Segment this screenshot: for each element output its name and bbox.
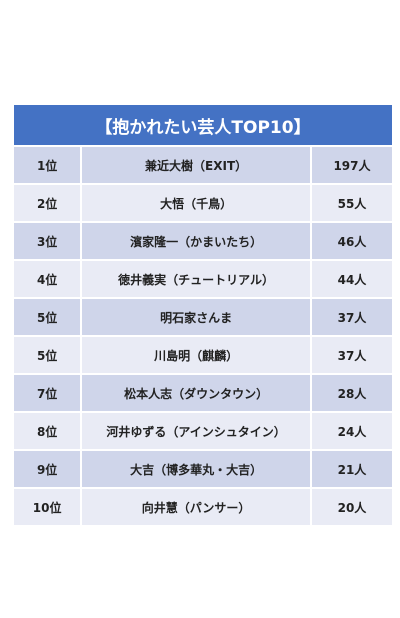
table-row: 5位 明石家さんま 37人	[14, 298, 392, 337]
rank-cell: 4位	[14, 260, 83, 299]
rank-cell: 9位	[14, 450, 83, 489]
rank-cell: 3位	[14, 222, 83, 261]
count-cell: 28人	[310, 374, 392, 413]
count-cell: 21人	[310, 450, 392, 489]
ranking-table: 【抱かれたい芸人TOP10】 1位 兼近大樹（EXIT） 197人 2位 大悟（…	[14, 105, 392, 527]
rank-cell: 7位	[14, 374, 83, 413]
count-cell: 55人	[310, 184, 392, 223]
rank-cell: 5位	[14, 336, 83, 375]
table-row: 7位 松本人志（ダウンタウン） 28人	[14, 374, 392, 413]
name-cell: 向井慧（パンサー）	[81, 488, 312, 527]
rank-cell: 10位	[14, 488, 83, 527]
rank-cell: 2位	[14, 184, 83, 223]
table-row: 9位 大吉（博多華丸・大吉） 21人	[14, 450, 392, 489]
title-row: 【抱かれたい芸人TOP10】	[14, 105, 392, 147]
table-title: 【抱かれたい芸人TOP10】	[14, 105, 392, 147]
table-row: 4位 徳井義実（チュートリアル） 44人	[14, 260, 392, 299]
count-cell: 197人	[310, 146, 392, 185]
name-cell: 大悟（千鳥）	[81, 184, 312, 223]
name-cell: 川島明（麒麟）	[81, 336, 312, 375]
table-row: 3位 濱家隆一（かまいたち） 46人	[14, 222, 392, 261]
name-cell: 河井ゆずる（アインシュタイン）	[81, 412, 312, 451]
table-row: 2位 大悟（千鳥） 55人	[14, 184, 392, 223]
count-cell: 37人	[310, 298, 392, 337]
table-row: 1位 兼近大樹（EXIT） 197人	[14, 146, 392, 185]
rank-cell: 5位	[14, 298, 83, 337]
table-row: 5位 川島明（麒麟） 37人	[14, 336, 392, 375]
table-row: 10位 向井慧（パンサー） 20人	[14, 488, 392, 527]
rank-cell: 8位	[14, 412, 83, 451]
name-cell: 徳井義実（チュートリアル）	[81, 260, 312, 299]
name-cell: 松本人志（ダウンタウン）	[81, 374, 312, 413]
name-cell: 濱家隆一（かまいたち）	[81, 222, 312, 261]
count-cell: 44人	[310, 260, 392, 299]
rank-cell: 1位	[14, 146, 83, 185]
name-cell: 大吉（博多華丸・大吉）	[81, 450, 312, 489]
count-cell: 46人	[310, 222, 392, 261]
count-cell: 37人	[310, 336, 392, 375]
count-cell: 24人	[310, 412, 392, 451]
table-row: 8位 河井ゆずる（アインシュタイン） 24人	[14, 412, 392, 451]
count-cell: 20人	[310, 488, 392, 527]
name-cell: 兼近大樹（EXIT）	[81, 146, 312, 185]
name-cell: 明石家さんま	[81, 298, 312, 337]
